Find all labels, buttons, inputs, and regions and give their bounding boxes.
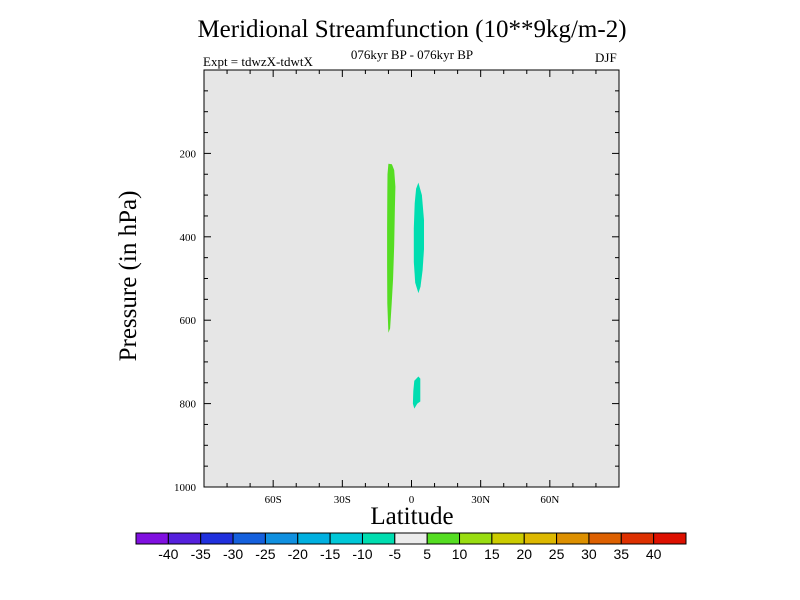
y-tick-label: 200	[180, 148, 197, 160]
colorbar-swatch	[588, 532, 622, 545]
colorbar-label: 20	[516, 546, 532, 562]
colorbar-swatch	[394, 532, 428, 545]
colorbar-label: 30	[581, 546, 597, 562]
colorbar-swatch	[297, 532, 331, 545]
x-tick-label: 30N	[471, 494, 490, 506]
colorbar-label: -5	[389, 546, 402, 562]
colorbar-label: -20	[288, 546, 308, 562]
colorbar-label: 40	[646, 546, 662, 562]
contour-region-3	[412, 376, 421, 409]
chart-subtitle: 076kyr BP - 076kyr BP	[350, 47, 474, 62]
x-tick-label: 60S	[265, 494, 282, 506]
colorbar-swatch	[329, 532, 363, 545]
colorbar-label: -25	[255, 546, 275, 562]
colorbar-label: 15	[484, 546, 500, 562]
colorbar-swatch	[426, 532, 461, 545]
x-tick-label: 60N	[540, 494, 559, 506]
contour-region-1	[387, 163, 396, 333]
x-tick-label: 30S	[334, 494, 351, 506]
y-tick-label: 800	[180, 399, 197, 411]
colorbar-swatch	[459, 532, 493, 545]
colorbar-swatch	[653, 532, 687, 545]
colorbar-label: 10	[452, 546, 468, 562]
colorbar-swatch	[491, 532, 525, 545]
colorbar-swatch	[167, 532, 202, 545]
colorbar-label: -40	[158, 546, 178, 562]
colorbar-swatch	[556, 532, 590, 545]
plot-area	[204, 70, 619, 487]
colorbar-swatch	[232, 532, 266, 545]
colorbar-swatch	[523, 532, 558, 545]
colorbar-label: -30	[223, 546, 243, 562]
y-tick-label: 400	[180, 232, 197, 244]
chart-title: Meridional Streamfunction (10**9kg/m-2)	[197, 16, 627, 43]
colorbar-label: 35	[614, 546, 630, 562]
x-tick-label: 0	[409, 494, 415, 506]
colorbar-swatch	[135, 532, 169, 545]
colorbar-swatch	[620, 532, 655, 545]
colorbar-label: 5	[423, 546, 431, 562]
season-label: DJF	[595, 50, 617, 65]
experiment-label: Expt = tdwzX-tdwtX	[203, 54, 313, 69]
colorbar-label: -10	[352, 546, 372, 562]
colorbar-label: -15	[320, 546, 340, 562]
colorbar-label: 25	[549, 546, 565, 562]
x-axis-label: Latitude	[370, 503, 454, 530]
colorbar-swatch	[200, 532, 234, 545]
colorbar-swatch	[264, 532, 299, 545]
colorbar-label: -35	[191, 546, 211, 562]
contour-region-2	[413, 182, 424, 294]
colorbar-swatch	[361, 532, 396, 545]
y-tick-label: 1000	[174, 482, 197, 494]
y-tick-label: 600	[180, 315, 197, 327]
